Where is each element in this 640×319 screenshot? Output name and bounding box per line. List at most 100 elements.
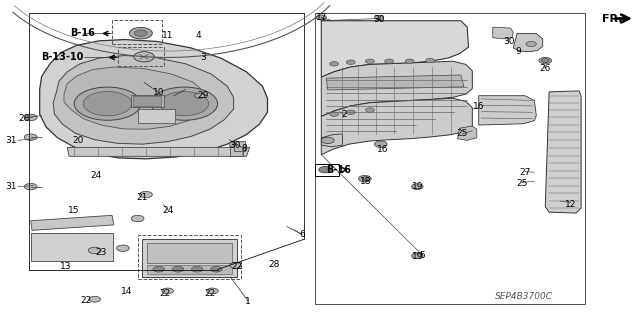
Circle shape bbox=[365, 108, 374, 112]
Polygon shape bbox=[321, 21, 468, 77]
Text: 24: 24 bbox=[90, 171, 102, 180]
Text: 9: 9 bbox=[516, 47, 521, 56]
Circle shape bbox=[211, 266, 222, 272]
Polygon shape bbox=[53, 56, 234, 144]
Polygon shape bbox=[513, 33, 543, 52]
Text: 26: 26 bbox=[540, 64, 551, 73]
Bar bbox=[315, 13, 585, 304]
Circle shape bbox=[134, 52, 154, 62]
Circle shape bbox=[129, 27, 152, 39]
Circle shape bbox=[412, 184, 423, 189]
Circle shape bbox=[346, 110, 355, 115]
Text: 23: 23 bbox=[95, 248, 107, 256]
Circle shape bbox=[140, 191, 152, 198]
Polygon shape bbox=[326, 75, 464, 90]
Text: 27: 27 bbox=[519, 168, 531, 177]
Text: 31: 31 bbox=[6, 136, 17, 145]
Text: 16: 16 bbox=[377, 145, 388, 154]
Text: 22: 22 bbox=[231, 262, 243, 271]
Circle shape bbox=[374, 15, 383, 20]
Polygon shape bbox=[31, 215, 114, 230]
Text: 30: 30 bbox=[503, 37, 515, 46]
Text: 5: 5 bbox=[420, 251, 425, 260]
Text: B-16: B-16 bbox=[70, 28, 95, 39]
Text: 30: 30 bbox=[230, 141, 241, 150]
Bar bbox=[138, 235, 241, 279]
Bar bbox=[230, 144, 243, 156]
Bar bbox=[118, 47, 164, 66]
Polygon shape bbox=[40, 40, 268, 159]
Text: 28: 28 bbox=[268, 260, 280, 269]
Text: 28: 28 bbox=[19, 114, 30, 122]
Bar bbox=[315, 164, 339, 176]
Text: 29: 29 bbox=[198, 91, 209, 100]
Bar bbox=[131, 95, 164, 107]
Text: 19: 19 bbox=[412, 182, 423, 191]
Text: 22: 22 bbox=[159, 289, 171, 298]
Polygon shape bbox=[458, 126, 477, 140]
Circle shape bbox=[83, 92, 132, 116]
Circle shape bbox=[316, 15, 326, 20]
Circle shape bbox=[321, 137, 334, 144]
Text: 10: 10 bbox=[153, 88, 164, 97]
Text: 2: 2 bbox=[342, 110, 347, 119]
Circle shape bbox=[230, 263, 241, 268]
Circle shape bbox=[89, 296, 100, 302]
Text: 20: 20 bbox=[72, 136, 84, 145]
Circle shape bbox=[131, 215, 144, 222]
Polygon shape bbox=[493, 27, 513, 39]
Text: 1: 1 bbox=[246, 297, 251, 306]
Circle shape bbox=[346, 60, 355, 64]
Circle shape bbox=[134, 30, 147, 36]
Circle shape bbox=[74, 87, 141, 120]
Bar bbox=[138, 109, 175, 123]
Circle shape bbox=[24, 183, 37, 190]
Circle shape bbox=[405, 59, 414, 63]
Circle shape bbox=[24, 114, 37, 121]
Text: SEP4B3700C: SEP4B3700C bbox=[495, 292, 552, 300]
Text: 25: 25 bbox=[516, 179, 527, 188]
Bar bbox=[147, 265, 232, 274]
Circle shape bbox=[526, 41, 536, 47]
Bar bbox=[112, 20, 162, 44]
Text: 12: 12 bbox=[565, 200, 577, 209]
Circle shape bbox=[330, 62, 339, 66]
Circle shape bbox=[172, 266, 184, 272]
Polygon shape bbox=[321, 61, 472, 116]
Text: 15: 15 bbox=[68, 206, 79, 215]
Text: 17: 17 bbox=[316, 13, 327, 22]
Circle shape bbox=[88, 247, 101, 254]
Circle shape bbox=[195, 93, 205, 98]
Bar bbox=[133, 96, 161, 106]
Polygon shape bbox=[64, 67, 208, 129]
Text: 18: 18 bbox=[360, 177, 372, 186]
Polygon shape bbox=[321, 134, 342, 147]
Text: 30: 30 bbox=[373, 15, 385, 24]
Circle shape bbox=[160, 92, 209, 116]
Text: 19: 19 bbox=[412, 252, 423, 261]
Polygon shape bbox=[545, 91, 581, 213]
Polygon shape bbox=[67, 147, 250, 156]
Text: 31: 31 bbox=[6, 182, 17, 191]
Circle shape bbox=[24, 134, 37, 140]
Text: 13: 13 bbox=[60, 262, 71, 271]
Text: 11: 11 bbox=[162, 31, 173, 40]
Text: B-13-10: B-13-10 bbox=[41, 52, 83, 63]
Text: 24: 24 bbox=[162, 206, 173, 215]
Polygon shape bbox=[321, 98, 472, 155]
Polygon shape bbox=[479, 96, 536, 125]
Text: 25: 25 bbox=[456, 130, 468, 138]
Circle shape bbox=[358, 175, 371, 182]
Text: 14: 14 bbox=[121, 287, 132, 296]
Circle shape bbox=[330, 112, 339, 116]
Circle shape bbox=[374, 141, 387, 147]
Text: 22: 22 bbox=[81, 296, 92, 305]
Circle shape bbox=[541, 59, 549, 63]
Text: 4: 4 bbox=[196, 31, 201, 40]
Text: 6: 6 bbox=[300, 230, 305, 239]
Circle shape bbox=[365, 59, 374, 63]
Circle shape bbox=[191, 266, 203, 272]
Circle shape bbox=[153, 266, 164, 272]
Bar bbox=[234, 141, 245, 151]
Circle shape bbox=[116, 245, 129, 251]
